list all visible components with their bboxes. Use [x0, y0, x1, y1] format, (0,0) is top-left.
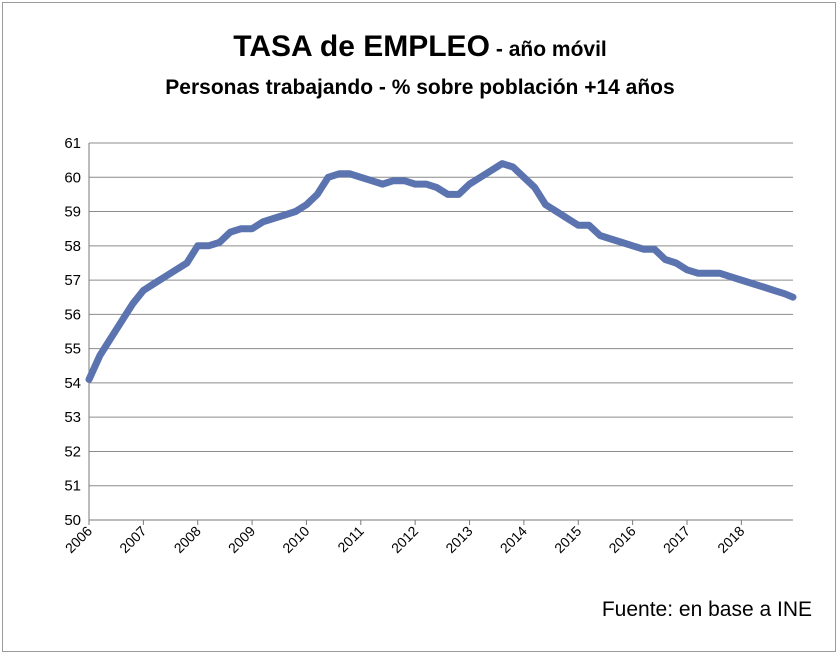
chart-title-line: TASA de EMPLEO - año móvil	[0, 30, 840, 64]
y-tick-label: 52	[64, 443, 81, 460]
y-tick-label: 51	[64, 478, 81, 495]
x-tick-label: 2010	[279, 523, 312, 556]
chart-title: TASA de EMPLEO	[233, 30, 490, 63]
axes	[88, 143, 793, 525]
series-group	[85, 160, 797, 383]
x-tick-labels: 2006 2007 2008 2009 2010 2011 2012 2013 2014 2015…	[62, 523, 748, 556]
y-tick-label: 61	[64, 135, 81, 152]
y-tick-label: 53	[64, 409, 81, 426]
grid-lines	[89, 142, 793, 521]
x-tick-label: 2014	[497, 523, 530, 556]
x-tick-label: 2012	[388, 523, 421, 556]
x-tick-label: 2017	[660, 523, 693, 556]
x-tick-label: 2007	[116, 523, 149, 556]
y-tick-label: 55	[64, 341, 81, 358]
x-tick-label: 2013	[442, 523, 475, 556]
x-tick-label: 2016	[605, 523, 638, 556]
x-tick-label: 2015	[551, 523, 584, 556]
x-tick-label: 2011	[334, 523, 367, 556]
y-tick-label: 50	[64, 512, 81, 529]
chart-subtitle: Personas trabajando - % sobre población …	[165, 76, 675, 99]
y-tick-labels: 50 51 52 53 54 55 56 57 58 59 60 61	[64, 135, 81, 529]
chart-title-suffix: - año móvil	[495, 38, 607, 61]
y-tick-label: 59	[64, 204, 81, 221]
x-tick-label: 2018	[714, 523, 747, 556]
source-note: Fuente: en base a INE	[601, 598, 812, 621]
x-tick-label: 2008	[171, 523, 204, 556]
y-tick-label: 58	[64, 238, 81, 255]
y-tick-label: 54	[64, 375, 81, 392]
x-tick-label: 2009	[225, 523, 258, 556]
y-tick-label: 57	[64, 272, 81, 289]
series-line-0	[85, 160, 797, 383]
y-tick-label: 56	[64, 306, 81, 323]
y-tick-label: 60	[64, 169, 81, 186]
